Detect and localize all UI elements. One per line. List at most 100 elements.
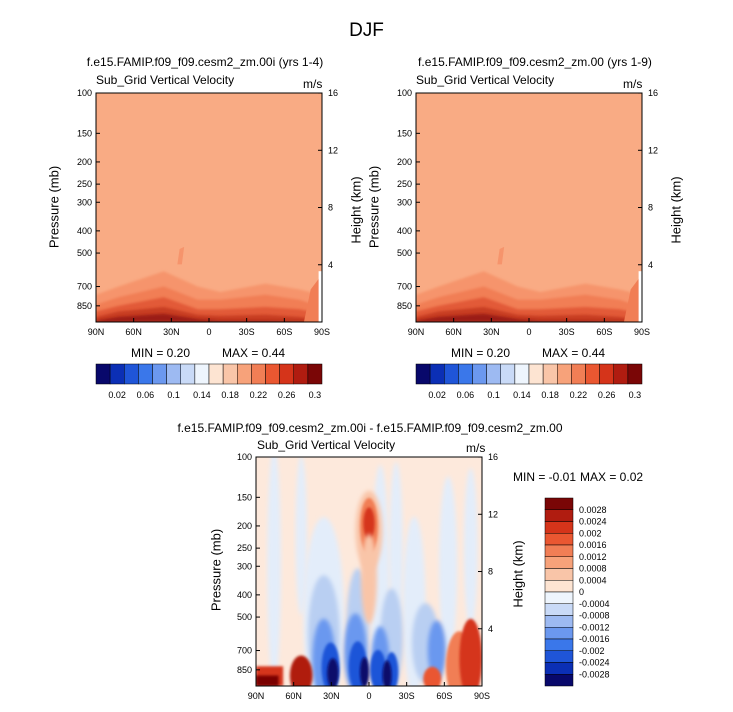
x-tick-label: 0	[526, 327, 531, 337]
colorbar-top-right-swatch	[585, 363, 600, 385]
colorbar-diff-label: 0.0028	[579, 505, 607, 515]
colorbar-diff-label: -0.002	[579, 646, 605, 656]
colorbar-top-right-label: 0.14	[513, 390, 531, 400]
y-tick-right-label: 16	[488, 452, 498, 462]
colorbar-top-right-swatch	[571, 363, 586, 385]
panel3-title: f.e15.FAMIP.f09_f09.cesm2_zm.00i - f.e15…	[177, 421, 563, 435]
y-tick-right-label: 8	[488, 567, 493, 577]
panel2-axes: 90N 60N 30N 0 30S 60S 90S 100 150 200 250 300 400 500…	[397, 88, 658, 337]
x-tick-label: 90S	[474, 691, 490, 701]
colorbar-top-left-swatch	[208, 363, 224, 385]
panel2-min: MIN = 0.20	[451, 346, 511, 360]
colorbar-diff-label: 0.0004	[579, 575, 607, 585]
colorbar-top-left-label: 0.22	[250, 390, 268, 400]
colorbar-diff-swatch	[544, 615, 574, 628]
y-tick-right-label: 12	[488, 509, 498, 519]
field-blob	[295, 457, 307, 616]
colorbar-top-left-swatch	[166, 363, 181, 385]
field-layer	[96, 313, 322, 322]
x-tick-label: 30N	[163, 327, 180, 337]
panel1-units: m/s	[303, 77, 323, 91]
x-tick-label: 30S	[239, 327, 255, 337]
y-tick-label: 500	[397, 248, 412, 258]
panel3-min: MIN = -0.01	[513, 470, 577, 484]
field-pole	[623, 274, 642, 322]
x-tick-label: 30S	[399, 691, 415, 701]
y-tick-label: 150	[237, 492, 252, 502]
colorbar-top-right: 0.02 0.06 0.1 0.14 0.18 0.22 0.26 0.3	[415, 363, 643, 400]
colorbar-top-left-label: 0.02	[108, 390, 126, 400]
panel2-field	[416, 93, 642, 322]
colorbar-diff-label: -0.0028	[579, 669, 610, 679]
y-tick-right-label: 8	[328, 203, 333, 213]
y-tick-right-label: 4	[648, 260, 653, 270]
y-tick-label: 400	[77, 226, 92, 236]
x-tick-label: 30N	[483, 327, 500, 337]
field-blob	[289, 655, 313, 686]
colorbar-diff-swatch	[544, 591, 574, 604]
field-blob	[370, 649, 386, 686]
panel2-variable: Sub_Grid Vertical Velocity	[416, 73, 555, 87]
panel3-field	[256, 457, 482, 686]
x-tick-label: 90S	[314, 327, 330, 337]
colorbar-top-left-swatch	[237, 363, 252, 385]
colorbar-top-right-swatch	[472, 363, 487, 385]
colorbar-top-left-swatch	[109, 363, 125, 385]
field-blob	[427, 620, 446, 681]
colorbar-top-left-label: 0.1	[167, 390, 180, 400]
panel2-max: MAX = 0.44	[542, 346, 606, 360]
y-tick-label: 150	[397, 128, 412, 138]
colorbar-diff-label: -0.0008	[579, 611, 610, 621]
colorbar-top-left-label: 0.26	[278, 390, 296, 400]
colorbar-diff-label: 0	[579, 587, 584, 597]
colorbar-top-right-swatch	[458, 363, 473, 385]
colorbar-top-left-swatch	[124, 363, 139, 385]
y-tick-label: 250	[77, 179, 92, 189]
field-blob	[327, 658, 339, 686]
colorbar-top-right-swatch	[599, 363, 614, 385]
y-tick-label: 400	[397, 226, 412, 236]
y-tick-label: 700	[237, 646, 252, 656]
field-blob	[382, 660, 392, 686]
colorbar-diff-label: -0.0016	[579, 634, 610, 644]
colorbar-top-right-label: 0.02	[428, 390, 446, 400]
y-tick-label: 300	[397, 197, 412, 207]
colorbar-diff-label: 0.002	[579, 528, 602, 538]
x-tick-label: 60N	[125, 327, 142, 337]
colorbar-top-left-swatch	[138, 363, 153, 385]
x-tick-label: 60S	[596, 327, 612, 337]
panel1-max: MAX = 0.44	[222, 346, 286, 360]
panel3-max: MAX = 0.02	[580, 470, 644, 484]
colorbar-top-right-label: 0.06	[457, 390, 475, 400]
colorbar-diff-swatch	[544, 580, 574, 593]
colorbar-diff-swatch	[544, 556, 574, 569]
field-blob	[363, 507, 375, 540]
colorbar-top-right-label: 0.22	[570, 390, 588, 400]
colorbar-top-right-swatch	[486, 363, 501, 385]
panel2-title: f.e15.FAMIP.f09_f09.cesm2_zm.00 (yrs 1-9…	[418, 55, 652, 69]
colorbar-top-left-swatch	[279, 363, 294, 385]
panel3-units: m/s	[466, 441, 486, 455]
y-tick-label: 200	[77, 157, 92, 167]
field-blob	[463, 468, 478, 629]
x-tick-label: 30S	[559, 327, 575, 337]
colorbar-top-left: 0.02 0.06 0.1 0.14 0.18 0.22 0.26 0.3	[95, 363, 323, 400]
colorbar-top-right-swatch	[429, 363, 445, 385]
y-tick-label: 100	[237, 452, 252, 462]
y-tick-label: 850	[237, 665, 252, 675]
colorbar-diff-swatch	[544, 650, 574, 663]
colorbar-top-left-swatch	[293, 363, 309, 385]
field-missing	[318, 271, 322, 322]
colorbar-top-right-swatch	[528, 363, 544, 385]
colorbar-top-left-swatch	[251, 363, 266, 385]
panel2-units: m/s	[623, 77, 643, 91]
figure-title: DJF	[349, 20, 384, 41]
y-tick-right-label: 16	[648, 88, 658, 98]
colorbar-top-left-label: 0.18	[221, 390, 239, 400]
panel1-axes: 90N 60N 30N 0 30S 60S 90S 100 150 200 250 300 400 500…	[77, 88, 338, 337]
x-tick-label: 60N	[285, 691, 302, 701]
colorbar-diff-swatch	[544, 638, 574, 651]
y-tick-label: 100	[77, 88, 92, 98]
